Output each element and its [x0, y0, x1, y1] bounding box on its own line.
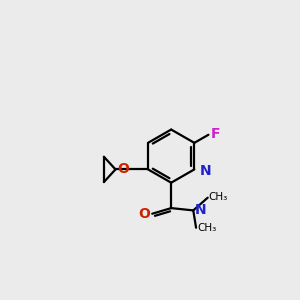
- Text: O: O: [118, 162, 129, 176]
- Text: N: N: [194, 203, 206, 217]
- Text: F: F: [210, 127, 220, 141]
- Text: O: O: [138, 207, 150, 221]
- Text: N: N: [200, 164, 211, 178]
- Text: CH₃: CH₃: [208, 192, 228, 202]
- Text: CH₃: CH₃: [197, 223, 216, 233]
